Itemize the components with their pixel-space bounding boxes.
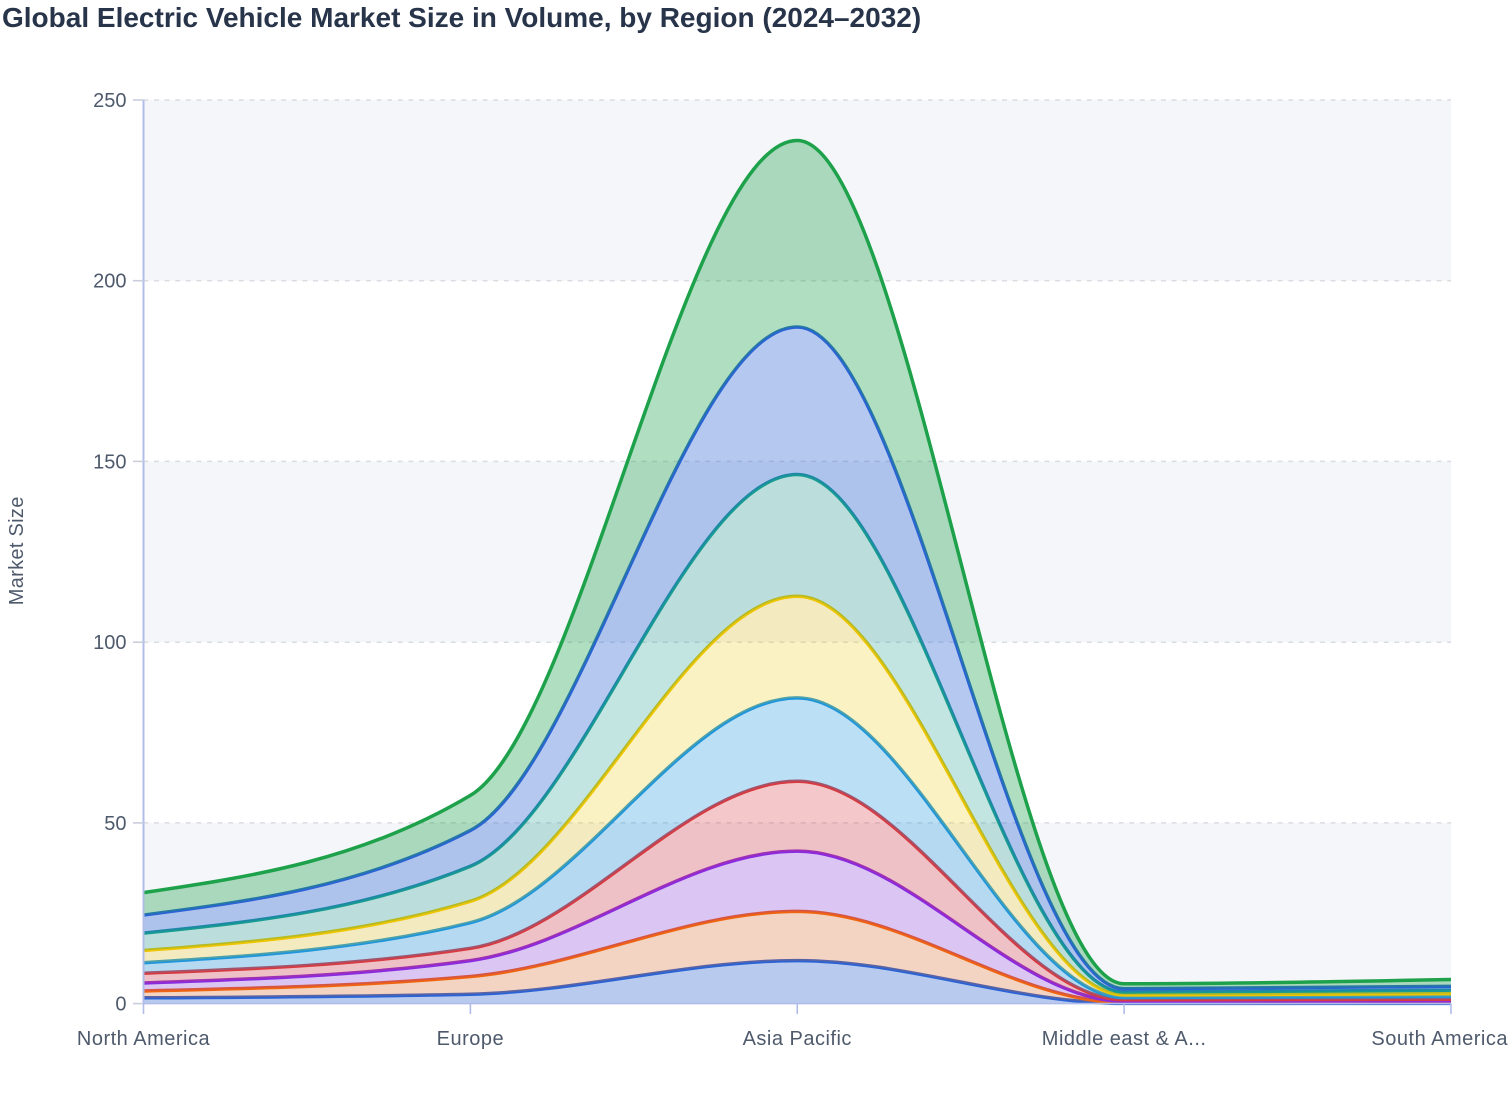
svg-text:0: 0 xyxy=(115,994,126,1016)
svg-text:South America: South America xyxy=(1371,1028,1508,1050)
svg-text:150: 150 xyxy=(93,451,126,473)
svg-text:Asia Pacific: Asia Pacific xyxy=(743,1028,852,1050)
svg-text:200: 200 xyxy=(93,271,126,293)
svg-text:Middle east & A...: Middle east & A... xyxy=(1042,1028,1207,1050)
svg-text:50: 50 xyxy=(104,813,126,835)
svg-text:Europe: Europe xyxy=(437,1028,505,1050)
svg-text:Global Electric Vehicle Market: Global Electric Vehicle Market Size in V… xyxy=(2,2,921,33)
svg-text:Market Size: Market Size xyxy=(6,496,28,605)
svg-text:250: 250 xyxy=(93,90,126,112)
svg-text:North America: North America xyxy=(77,1028,211,1050)
svg-text:100: 100 xyxy=(93,632,126,654)
